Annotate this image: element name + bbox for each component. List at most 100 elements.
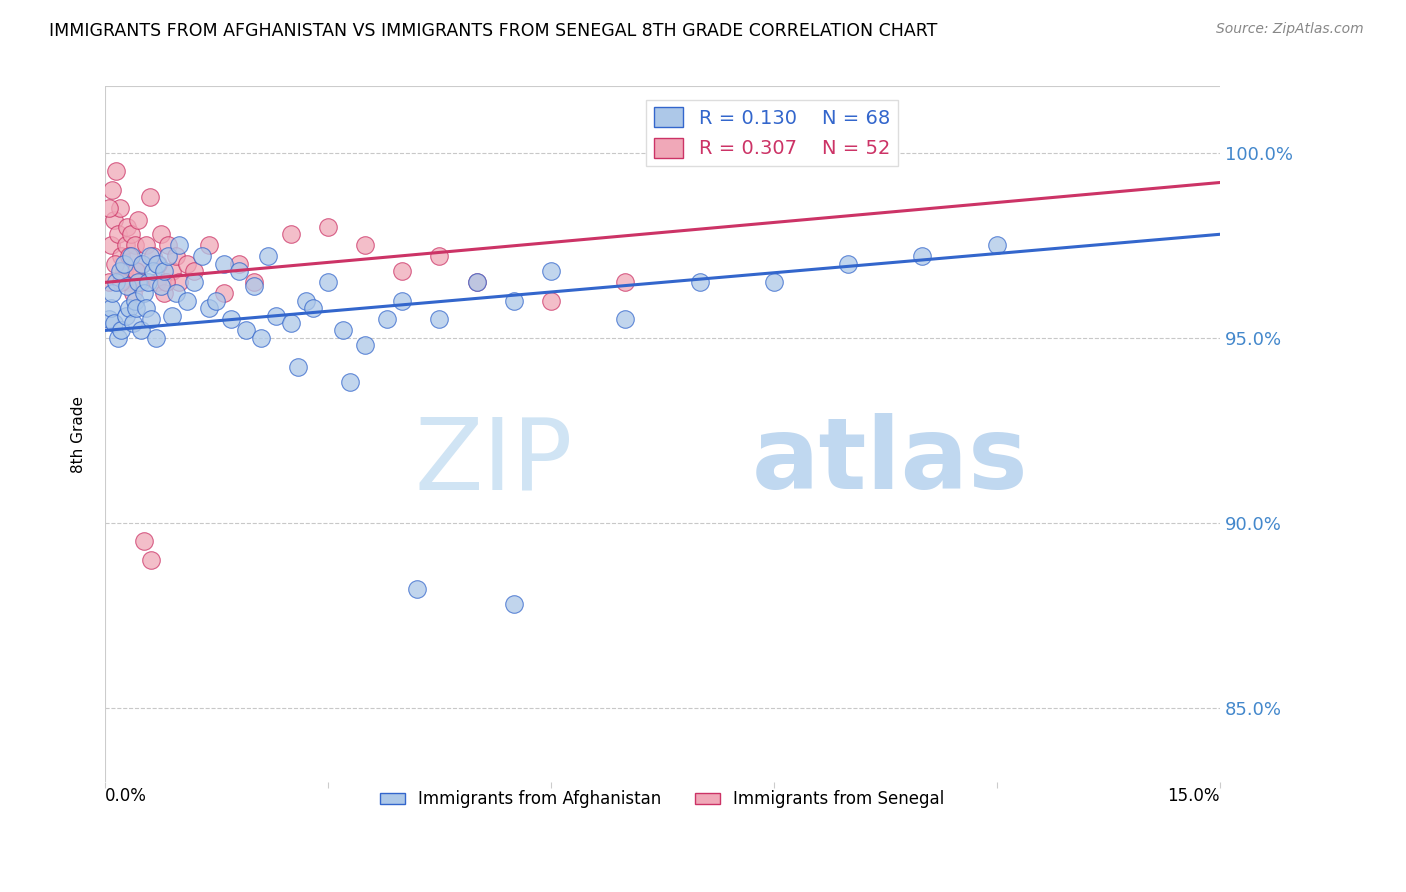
Point xyxy=(837,257,859,271)
Point xyxy=(183,276,205,290)
Point xyxy=(127,276,149,290)
Point xyxy=(540,264,562,278)
Point xyxy=(97,276,120,290)
Legend: Immigrants from Afghanistan, Immigrants from Senegal: Immigrants from Afghanistan, Immigrants … xyxy=(374,784,952,815)
Point xyxy=(280,227,302,242)
Point xyxy=(138,190,160,204)
Point xyxy=(125,301,148,316)
Point xyxy=(502,293,524,308)
Point xyxy=(103,316,125,330)
Point xyxy=(125,264,148,278)
Point xyxy=(107,227,129,242)
Text: atlas: atlas xyxy=(752,413,1028,510)
Point xyxy=(100,301,122,316)
Point xyxy=(762,276,785,290)
Point xyxy=(105,164,128,178)
Point xyxy=(107,331,129,345)
Y-axis label: 8th Grade: 8th Grade xyxy=(72,395,86,473)
Point xyxy=(160,309,183,323)
Point xyxy=(98,202,121,216)
Point xyxy=(354,338,377,352)
Point xyxy=(132,534,155,549)
Point xyxy=(302,301,325,316)
Point xyxy=(354,238,377,252)
Point xyxy=(136,276,159,290)
Point xyxy=(986,238,1008,252)
Point xyxy=(129,323,152,337)
Point xyxy=(139,312,162,326)
Point xyxy=(176,257,198,271)
Point xyxy=(165,250,187,264)
Point xyxy=(257,250,280,264)
Point xyxy=(911,250,934,264)
Point xyxy=(391,293,413,308)
Point xyxy=(118,250,141,264)
Point xyxy=(377,312,399,326)
Point xyxy=(142,264,165,278)
Point xyxy=(145,331,167,345)
Point xyxy=(124,238,146,252)
Point xyxy=(614,312,637,326)
Point xyxy=(103,212,125,227)
Point xyxy=(132,286,155,301)
Point xyxy=(614,276,637,290)
Point xyxy=(101,183,124,197)
Point xyxy=(176,293,198,308)
Point xyxy=(117,279,139,293)
Point xyxy=(127,212,149,227)
Point xyxy=(160,264,183,278)
Text: 15.0%: 15.0% xyxy=(1167,788,1220,805)
Point xyxy=(138,250,160,264)
Text: ZIP: ZIP xyxy=(415,413,574,510)
Point xyxy=(135,238,157,252)
Point xyxy=(198,238,221,252)
Point xyxy=(465,276,488,290)
Point xyxy=(122,286,145,301)
Point xyxy=(169,238,191,252)
Point xyxy=(110,250,132,264)
Point xyxy=(212,257,235,271)
Point xyxy=(117,219,139,234)
Point xyxy=(131,257,153,271)
Point xyxy=(122,316,145,330)
Point xyxy=(183,264,205,278)
Point xyxy=(155,276,177,290)
Point xyxy=(110,323,132,337)
Point xyxy=(157,238,180,252)
Point xyxy=(125,264,148,278)
Point xyxy=(153,286,176,301)
Point xyxy=(689,276,711,290)
Point xyxy=(221,312,243,326)
Point xyxy=(148,257,170,271)
Point xyxy=(287,360,309,375)
Point xyxy=(129,276,152,290)
Point xyxy=(339,376,361,390)
Text: IMMIGRANTS FROM AFGHANISTAN VS IMMIGRANTS FROM SENEGAL 8TH GRADE CORRELATION CHA: IMMIGRANTS FROM AFGHANISTAN VS IMMIGRANT… xyxy=(49,22,938,40)
Point xyxy=(332,323,354,337)
Point xyxy=(142,250,165,264)
Point xyxy=(228,264,250,278)
Point xyxy=(502,597,524,611)
Point xyxy=(149,227,172,242)
Point xyxy=(101,286,124,301)
Point xyxy=(157,250,180,264)
Point xyxy=(165,286,187,301)
Point xyxy=(316,219,339,234)
Point xyxy=(235,323,257,337)
Point xyxy=(429,312,451,326)
Point xyxy=(118,301,141,316)
Point xyxy=(294,293,316,308)
Point xyxy=(540,293,562,308)
Point xyxy=(97,312,120,326)
Text: Source: ZipAtlas.com: Source: ZipAtlas.com xyxy=(1216,22,1364,37)
Point xyxy=(120,227,142,242)
Point xyxy=(205,293,228,308)
Point xyxy=(112,264,135,278)
Point xyxy=(104,257,127,271)
Point xyxy=(250,331,273,345)
Point xyxy=(316,276,339,290)
Point xyxy=(264,309,287,323)
Point xyxy=(120,250,142,264)
Point xyxy=(135,301,157,316)
Point xyxy=(108,202,131,216)
